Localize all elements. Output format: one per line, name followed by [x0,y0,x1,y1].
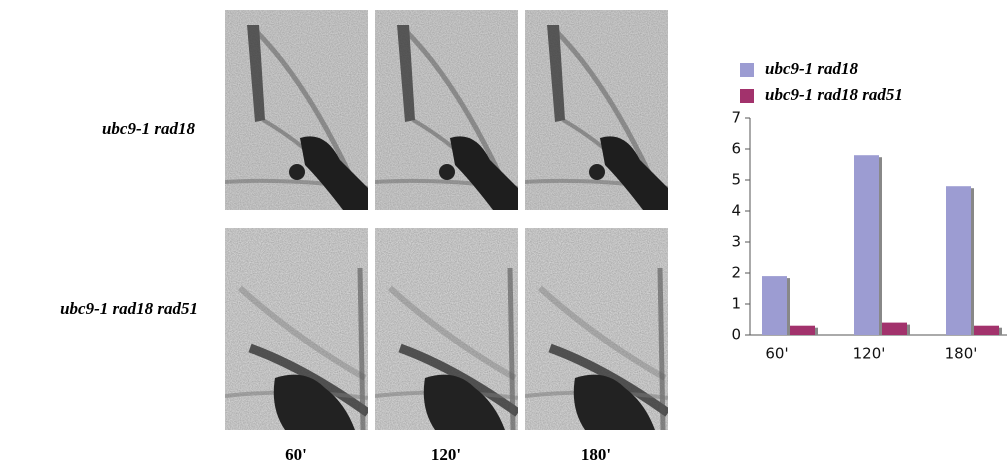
column-label: 120' [431,445,461,464]
gel-image [375,10,518,210]
column-label: 60' [285,445,307,464]
gel-image [225,228,368,430]
x-tick-label: 180' [945,345,978,363]
gel-image [525,228,668,430]
row-label: ubc9-1 rad18 rad51 [60,299,198,318]
y-tick-label: 6 [731,140,741,158]
gel-image [525,10,668,210]
bar [882,322,907,335]
gel-image [225,10,368,210]
y-tick-label: 1 [731,295,741,313]
legend-label: ubc9-1 rad18 rad51 [765,85,903,104]
bar-chart: ubc9-1 rad18 ubc9-1 rad18 rad51 0 1 2 3 4 5 6 7 60… [731,59,1007,363]
bar [762,276,787,335]
bar [854,155,879,335]
y-tick-label: 3 [731,233,741,251]
y-tick-label: 5 [731,171,741,189]
bar [974,325,999,335]
y-tick-label: 7 [731,109,741,127]
y-tick-label: 2 [731,264,741,282]
x-tick-label: 120' [853,345,886,363]
legend-label: ubc9-1 rad18 [765,59,859,78]
column-label: 180' [581,445,611,464]
row-label: ubc9-1 rad18 [102,119,196,138]
legend-swatch [740,63,754,77]
y-tick-label: 4 [731,202,741,220]
y-tick-label: 0 [731,326,741,344]
x-tick-label: 60' [765,345,788,363]
gel-image [375,228,518,430]
bar [946,186,971,335]
legend-swatch [740,89,754,103]
bar [790,325,815,335]
